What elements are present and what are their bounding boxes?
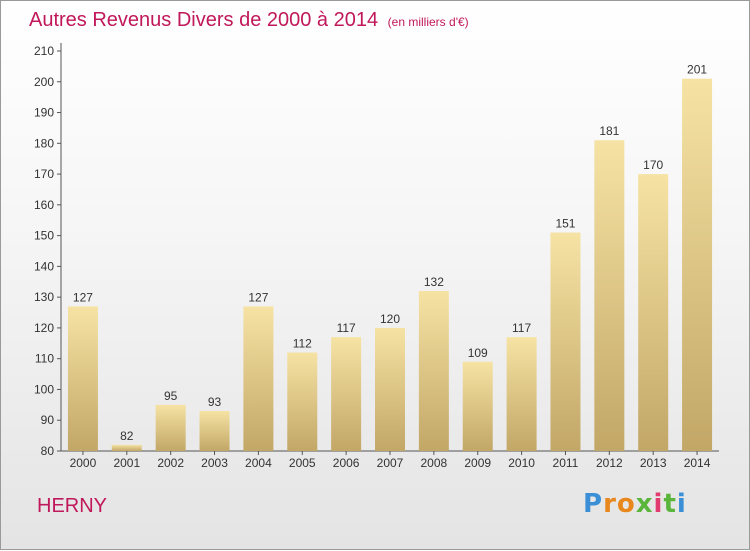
x-tick-label: 2002 <box>157 456 184 470</box>
bar-value-label: 112 <box>293 337 312 351</box>
bar-value-label: 117 <box>337 321 356 335</box>
bar <box>550 232 581 451</box>
y-tick-label: 130 <box>34 290 54 304</box>
bar <box>418 291 449 451</box>
bar <box>111 444 142 451</box>
x-tick-label: 2006 <box>333 456 360 470</box>
bar-value-label: 93 <box>208 395 222 409</box>
x-tick-label: 2004 <box>245 456 272 470</box>
x-tick-label: 2008 <box>421 456 448 470</box>
bar <box>506 337 537 451</box>
logo-letter: i <box>653 489 664 519</box>
chart-title-block: Autres Revenus Divers de 2000 à 2014 (en… <box>29 9 469 32</box>
bar <box>682 78 713 451</box>
y-tick-label: 150 <box>34 229 54 243</box>
x-tick-label: 2003 <box>201 456 228 470</box>
x-tick-label: 2010 <box>508 456 535 470</box>
y-tick-label: 200 <box>34 75 54 89</box>
y-tick-label: 120 <box>34 321 54 335</box>
y-tick-label: 100 <box>34 382 54 396</box>
bar <box>638 174 669 452</box>
y-tick-label: 110 <box>35 352 54 366</box>
logo-letter: t <box>663 489 677 519</box>
x-tick-label: 2013 <box>640 456 667 470</box>
x-tick-label: 2000 <box>70 456 97 470</box>
bar-value-label: 201 <box>687 63 707 77</box>
bar-value-label: 170 <box>643 158 663 172</box>
bar-value-label: 95 <box>164 389 178 403</box>
x-tick-label: 2012 <box>596 456 623 470</box>
bar-value-label: 82 <box>120 429 134 443</box>
bar-value-label: 127 <box>248 290 268 304</box>
y-tick-label: 160 <box>34 198 54 212</box>
y-tick-label: 90 <box>41 413 55 427</box>
x-tick-label: 2007 <box>377 456 404 470</box>
bar <box>594 140 625 451</box>
proxiti-logo: Proxiti <box>583 489 687 519</box>
bar-value-label: 127 <box>73 290 93 304</box>
place-name: HERNY <box>37 495 108 517</box>
bar <box>199 411 230 451</box>
logo-letter: i <box>676 489 687 519</box>
y-tick-label: 190 <box>34 106 54 120</box>
bar <box>375 327 405 451</box>
bar <box>243 306 274 451</box>
bar <box>462 361 493 451</box>
chart-subtitle: (en milliers d'€) <box>387 15 469 29</box>
x-tick-label: 2009 <box>464 456 491 470</box>
logo-letter: x <box>635 489 654 519</box>
bar <box>331 337 362 451</box>
x-tick-label: 2014 <box>684 456 711 470</box>
y-tick-label: 180 <box>34 136 54 150</box>
bar <box>287 352 318 451</box>
logo-letter: o <box>616 489 636 519</box>
y-tick-label: 140 <box>34 259 54 273</box>
bar-value-label: 120 <box>380 312 400 326</box>
bar-value-label: 117 <box>512 321 531 335</box>
y-tick-label: 210 <box>34 44 54 58</box>
chart-title: Autres Revenus Divers de 2000 à 2014 <box>29 9 379 31</box>
bar-value-label: 132 <box>424 275 444 289</box>
bar-value-label: 181 <box>599 124 619 138</box>
bar <box>155 404 186 451</box>
y-tick-label: 170 <box>34 167 54 181</box>
x-tick-label: 2005 <box>289 456 316 470</box>
bar <box>67 306 98 451</box>
x-tick-label: 2001 <box>113 456 140 470</box>
bar-value-label: 151 <box>555 217 575 231</box>
bar-value-label: 109 <box>468 346 488 360</box>
logo-letter: P <box>583 489 604 519</box>
logo-letter: r <box>603 489 617 519</box>
x-tick-label: 2011 <box>553 456 579 470</box>
y-tick-label: 80 <box>41 444 55 458</box>
